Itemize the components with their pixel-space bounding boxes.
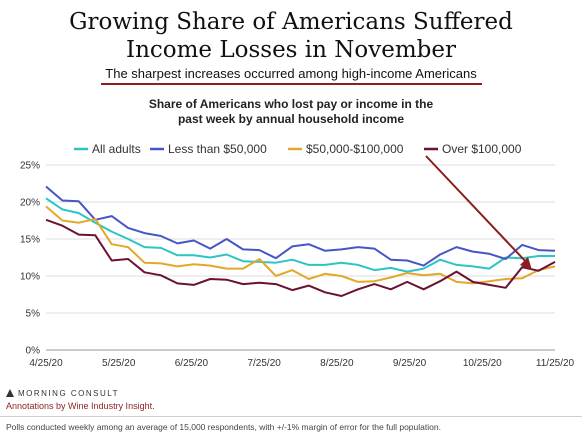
series-line-1 — [45, 185, 556, 267]
y-axis-ticks: 0% 5% 10% 15% 20% 25% — [20, 161, 40, 357]
footnote: Polls conducted weekly among an average … — [6, 422, 441, 432]
series-line-0 — [45, 197, 555, 273]
page-title-line-1: Growing Share of Americans Suffered — [69, 9, 513, 35]
y-tick-label: 20% — [20, 198, 40, 209]
annotation-arrow — [425, 155, 532, 270]
brand-name: MORNING CONSULT — [18, 389, 120, 398]
x-tick-label: 4/25/20 — [29, 358, 63, 369]
x-axis-ticks: 4/25/20 5/25/20 6/25/20 7/25/20 8/25/20 9/25/… — [29, 358, 574, 369]
x-tick-label: 10/25/20 — [463, 358, 502, 369]
x-tick-label: 7/25/20 — [247, 358, 281, 369]
footnote-divider — [0, 416, 582, 417]
legend-label: Over $100,000 — [442, 142, 522, 156]
series-lines — [45, 185, 556, 297]
annotation-arrow-head-icon — [520, 257, 532, 270]
legend: All adults Less than $50,000 $50,000-$100,… — [74, 142, 522, 156]
annotation-credit: Annotations by Wine Industry Insight. — [6, 401, 155, 411]
x-tick-label: 6/25/20 — [175, 358, 209, 369]
legend-label: $50,000-$100,000 — [306, 142, 404, 156]
x-tick-label: 5/25/20 — [102, 358, 136, 369]
legend-label: All adults — [92, 142, 141, 156]
x-tick-label: 11/25/20 — [536, 358, 575, 369]
y-tick-label: 15% — [20, 235, 40, 246]
page-title-line-2: Income Losses in November — [125, 37, 456, 63]
subtitle-underline — [101, 83, 482, 85]
y-tick-label: 0% — [26, 346, 41, 357]
series-line-2 — [45, 205, 556, 285]
chart-title-line-1: Share of Americans who lost pay or incom… — [148, 97, 434, 111]
y-tick-label: 5% — [26, 309, 41, 320]
y-tick-label: 25% — [20, 161, 40, 172]
brand-mark-icon — [6, 389, 14, 397]
x-tick-label: 8/25/20 — [320, 358, 354, 369]
grid-lines — [46, 164, 555, 351]
legend-label: Less than $50,000 — [168, 142, 267, 156]
x-tick-label: 9/25/20 — [393, 358, 427, 369]
brand-logo: MORNING CONSULT — [6, 388, 119, 398]
chart-title-line-2: past week by annual household income — [177, 112, 405, 126]
page-subtitle: The sharpest increases occurred among hi… — [105, 66, 477, 81]
annotation-arrow-line — [425, 155, 529, 265]
y-tick-label: 10% — [20, 272, 40, 283]
series-line-3 — [45, 218, 556, 297]
